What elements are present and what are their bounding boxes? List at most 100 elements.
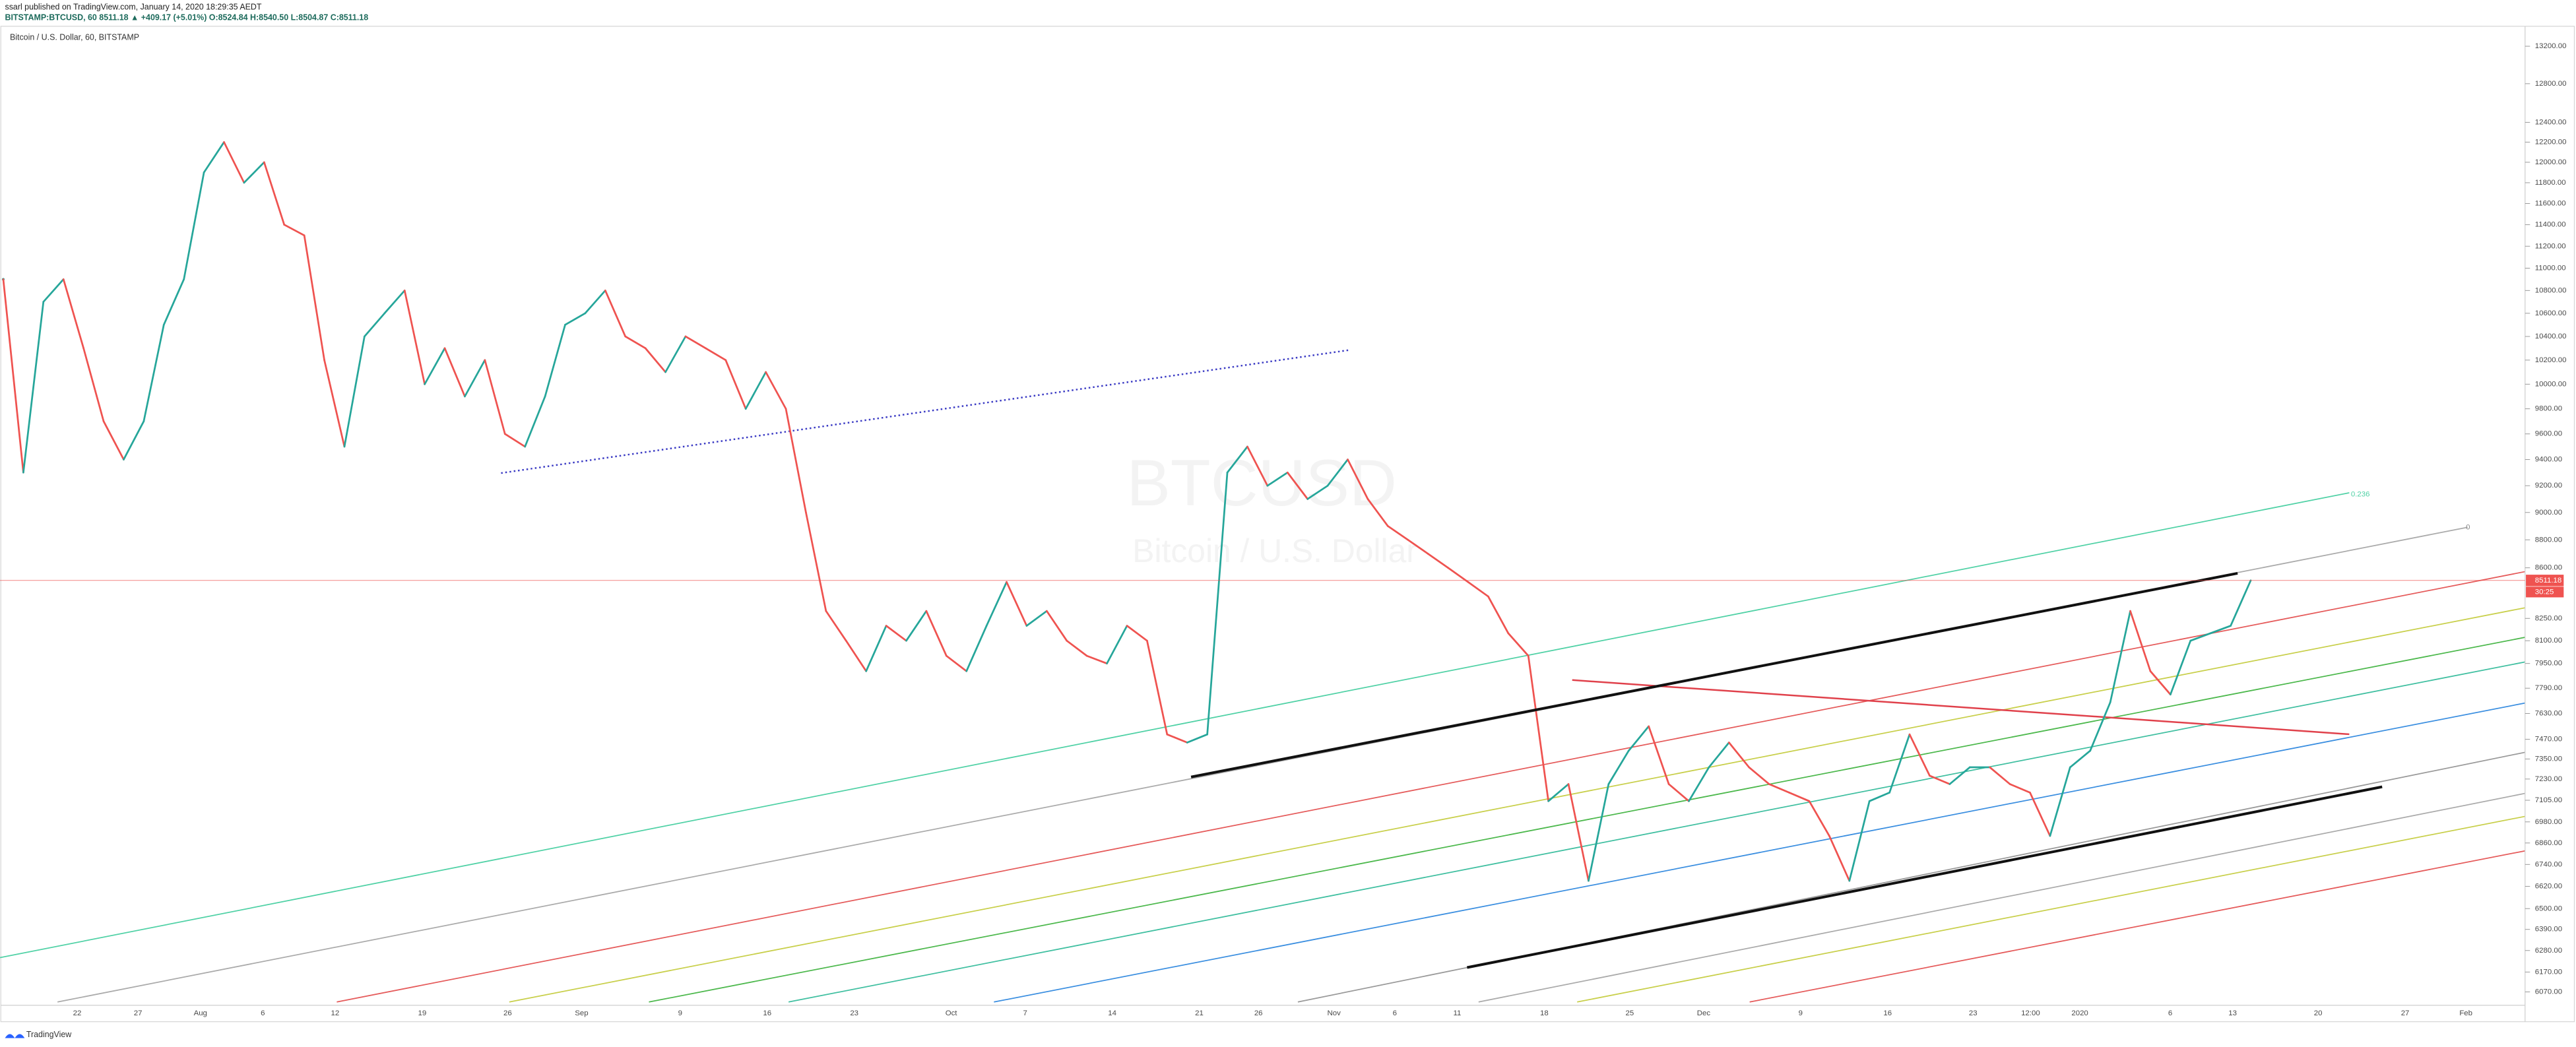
x-tick-label: 2020	[2071, 1009, 2088, 1017]
x-tick-label: 18	[1540, 1009, 1549, 1017]
price-segment	[82, 347, 105, 422]
price-segment	[825, 610, 847, 642]
y-tick-label: 6070.00	[2535, 988, 2562, 996]
price-segment	[203, 141, 225, 174]
y-tick-label: 11800.00	[2535, 179, 2566, 187]
price-segment	[1106, 625, 1128, 665]
price-segment	[2149, 670, 2172, 696]
y-tick-label: 11400.00	[2535, 221, 2566, 229]
y-tick-label: 11200.00	[2535, 242, 2566, 250]
y-tick-label: 6980.00	[2535, 818, 2562, 826]
price-segment	[223, 141, 245, 184]
price-segment	[1828, 835, 1851, 882]
channel-lower	[1467, 785, 2383, 969]
price-segment	[1006, 581, 1028, 627]
y-tick-label: 10000.00	[2535, 380, 2567, 388]
fib-line	[1749, 850, 2525, 1003]
y-tick-label: 12200.00	[2535, 138, 2567, 146]
price-segment	[965, 625, 988, 672]
price-segment	[2049, 766, 2071, 837]
price-segment	[564, 312, 587, 326]
x-tick-label: 11	[1454, 1009, 1462, 1017]
price-segment	[865, 625, 887, 672]
price-segment	[2109, 610, 2131, 703]
price-segment	[1045, 610, 1068, 642]
price-segment	[42, 278, 65, 303]
y-tick-label: 6280.00	[2535, 947, 2562, 955]
y-tick-label: 6740.00	[2535, 860, 2562, 868]
y-tick-label: 6500.00	[2535, 904, 2562, 912]
price-segment	[323, 359, 346, 448]
price-segment	[2230, 579, 2252, 627]
x-tick-label: 12	[331, 1009, 340, 1017]
channel-upper	[1190, 571, 2238, 778]
price-segment	[785, 408, 807, 514]
price-segment	[704, 347, 727, 362]
y-tick-label: 7950.00	[2535, 660, 2562, 668]
brand-name: TradingView	[26, 1030, 72, 1039]
fib-line	[337, 571, 2525, 1003]
brand: TradingView	[5, 1030, 72, 1039]
y-tick-label: 7470.00	[2535, 736, 2562, 744]
price-segment	[2129, 610, 2152, 672]
x-tick-label: 9	[678, 1009, 682, 1017]
price-segment	[102, 420, 125, 460]
price-segment	[2, 278, 24, 474]
price-segment	[1727, 742, 1751, 769]
y-tick-label: 6860.00	[2535, 839, 2562, 847]
price-segment	[684, 335, 707, 350]
x-tick-label: 26	[1254, 1009, 1263, 1017]
last-price-label: 8511.18	[2535, 577, 2562, 585]
y-tick-label: 9200.00	[2535, 482, 2562, 490]
price-segment	[1748, 766, 1770, 785]
price-segment	[1407, 538, 1429, 555]
fib-label: 0.236	[2351, 490, 2370, 498]
price-segment	[383, 289, 406, 315]
x-tick-label: 6	[261, 1009, 265, 1017]
y-tick-label: 8100.00	[2535, 637, 2562, 645]
price-segment	[664, 335, 687, 373]
x-tick-label: 14	[1108, 1009, 1116, 1017]
price-segment	[1206, 471, 1229, 736]
price-segment	[765, 371, 787, 410]
x-tick-label: 21	[1195, 1009, 1204, 1017]
y-tick-label: 12400.00	[2535, 118, 2567, 126]
price-segment	[1467, 581, 1489, 598]
last-price-box	[2526, 575, 2564, 587]
price-segment	[1085, 654, 1108, 665]
y-tick-label: 7630.00	[2535, 710, 2562, 718]
price-segment	[1386, 525, 1409, 541]
x-tick-label: 12:00	[2021, 1009, 2040, 1017]
price-segment	[1286, 471, 1309, 500]
fib-line	[788, 661, 2525, 1003]
price-segment	[724, 359, 747, 410]
price-segment	[524, 395, 546, 448]
x-tick-label: Oct	[946, 1009, 958, 1017]
red-trend-line	[1572, 679, 2350, 736]
x-tick-label: 27	[134, 1009, 143, 1017]
price-segment	[584, 289, 606, 315]
price-segment	[1648, 725, 1670, 785]
fib-line	[994, 702, 2525, 1003]
price-segment	[1868, 791, 1890, 802]
price-segment	[1166, 733, 1188, 744]
fib-line	[1577, 815, 2525, 1003]
price-segment	[985, 581, 1008, 627]
y-tick-label: 10600.00	[2535, 309, 2567, 317]
price-segment	[1246, 445, 1269, 487]
price-segment	[1667, 783, 1690, 802]
fib-line	[0, 492, 2350, 959]
price-segment	[2029, 791, 2051, 837]
price-segment	[624, 335, 647, 350]
axes: 13200.00 12800.00 12400.00 12200.00 12000.00…	[0, 42, 2566, 1017]
price-segment	[1948, 766, 1971, 785]
y-tick-label: 7105.00	[2535, 796, 2562, 804]
price-segment	[1447, 567, 1469, 583]
price-segment	[343, 335, 366, 448]
y-tick-label: 7790.00	[2535, 684, 2562, 692]
x-tick-label: 13	[2228, 1009, 2237, 1017]
price-segment	[143, 323, 165, 422]
